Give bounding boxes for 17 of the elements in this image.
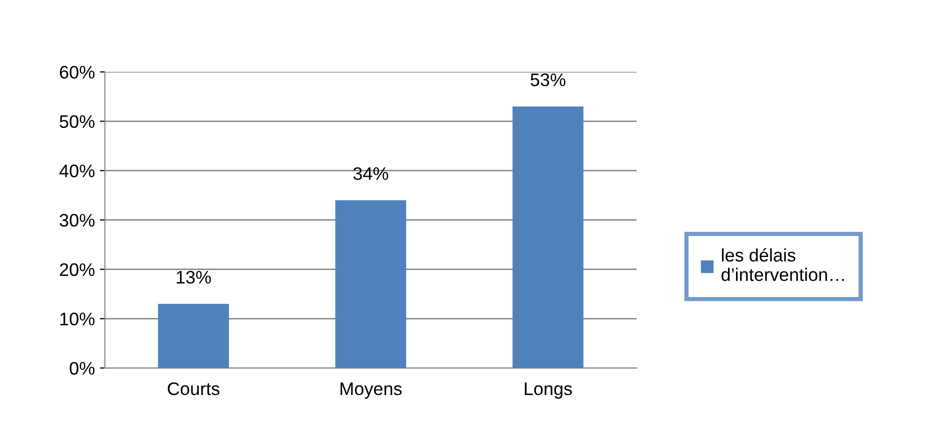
text: 34% <box>353 167 388 180</box>
y-tick-label: 60% <box>60 66 94 79</box>
x-tick-label: Longs <box>524 382 572 399</box>
y-tick-label: 50% <box>60 115 94 128</box>
bar <box>335 200 406 368</box>
x-tick-label: Moyens <box>340 382 402 399</box>
y-tick-label: 20% <box>60 263 94 276</box>
bar <box>512 106 584 368</box>
y-tick-label: 0% <box>70 362 94 375</box>
y-tick-label: 10% <box>60 312 94 326</box>
x-tick-label: Courts <box>168 382 220 396</box>
legend-label: les délais d’intervention… <box>722 248 844 282</box>
text: 53% <box>530 73 566 86</box>
y-tick-label: 30% <box>60 214 94 227</box>
y-tick-label: 40% <box>59 164 94 178</box>
text: 13% <box>176 270 211 284</box>
bar <box>158 304 229 368</box>
